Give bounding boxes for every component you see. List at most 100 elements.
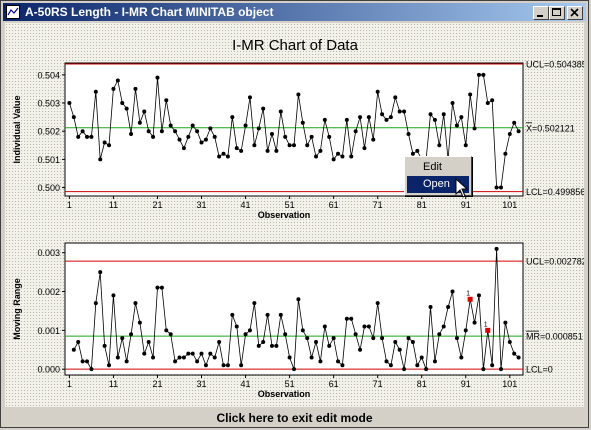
i-chart-data-point [507, 132, 512, 137]
i-chart-data-point [516, 129, 521, 134]
i-chart-y-axis-label: Individual Value [12, 95, 22, 163]
i-chart-data-point [137, 120, 142, 125]
i-chart-data-point [476, 72, 481, 77]
mr-chart-data-point [190, 351, 195, 356]
mr-chart-ucl-label: UCL=0.002782 [526, 257, 584, 267]
i-chart-data-point [402, 109, 407, 114]
mr-chart-lcl-label: LCL=0 [526, 365, 553, 375]
i-chart-data-point [195, 129, 200, 134]
mr-chart-data-point [93, 301, 98, 306]
i-chart-data-point [203, 137, 208, 142]
mr-chart-data-point [419, 355, 424, 360]
i-chart-data-point [380, 112, 385, 117]
chart-title: I-MR Chart of Data [232, 37, 359, 54]
mr-chart-x-tick-label: 71 [373, 379, 383, 389]
mr-chart-data-point [155, 285, 160, 290]
i-chart-x-tick-label: 21 [152, 200, 162, 210]
chart-area[interactable]: I-MR Chart of Data UCL=0.504385 X=0.502121… [5, 23, 584, 407]
i-chart-data-point [314, 154, 319, 159]
i-chart-data-point [349, 154, 354, 159]
mr-chart-data-point [181, 355, 186, 360]
mr-chart-data-point [380, 336, 385, 341]
i-chart-data-point [327, 134, 332, 139]
mr-chart-x-tick-label: 11 [109, 379, 118, 389]
i-chart-data-point [292, 143, 296, 148]
i-chart-data-point [120, 101, 125, 106]
i-chart-data-point [393, 95, 398, 100]
mr-chart-data-point [296, 297, 301, 302]
context-menu-open[interactable]: Open [407, 176, 469, 193]
maximize-button[interactable] [549, 6, 565, 20]
i-chart-data-point [239, 148, 244, 153]
i-chart-data-point [406, 132, 411, 137]
mr-chart-data-point [85, 359, 90, 364]
mr-chart-y-tick-label: 0.001 [37, 326, 60, 336]
mr-chart-y-axis-label: Moving Range [12, 278, 22, 340]
i-chart-data-point [142, 109, 147, 114]
close-button[interactable] [567, 6, 583, 20]
mr-chart-data-point [318, 359, 323, 364]
mr-chart-plot-frame [64, 242, 524, 376]
i-chart-y-tick-label: 0.501 [37, 155, 60, 165]
i-chart-center-label: X=0.502121 [526, 123, 575, 133]
i-chart-data-point [441, 112, 446, 117]
i-chart-data-point [133, 86, 138, 91]
i-chart-data-point [459, 115, 464, 120]
mr-chart-data-point [168, 332, 173, 337]
i-chart-data-point [261, 106, 266, 111]
mr-chart-data-point [186, 351, 191, 356]
mr-chart-data-point [107, 363, 112, 368]
i-chart-data-point [494, 185, 499, 190]
imr-chart-svg: I-MR Chart of Data UCL=0.504385 X=0.502121… [12, 37, 584, 399]
mr-chart-data-point [446, 305, 451, 310]
mr-chart-out-of-control-point [467, 296, 473, 302]
i-chart-data-point [243, 123, 248, 128]
i-chart-data-point [485, 101, 490, 106]
i-chart-data-point [159, 129, 164, 134]
i-chart-x-tick-label: 51 [285, 200, 295, 210]
mr-chart-data-point [309, 355, 314, 360]
i-chart-data-point [124, 106, 129, 111]
mr-chart-data-point [344, 316, 349, 321]
mr-chart-x-tick-label: 61 [329, 379, 339, 389]
mr-chart-x-tick-label: 31 [197, 379, 207, 389]
i-chart-data-point [362, 146, 367, 151]
mr-chart-data-point [221, 363, 226, 368]
mr-chart-data-point [234, 324, 239, 329]
i-chart-data-point [371, 137, 376, 142]
context-menu-edit[interactable]: Edit [423, 161, 442, 173]
mr-chart-data-point [476, 293, 481, 298]
minimize-button[interactable] [533, 6, 549, 20]
i-chart-data-point [305, 143, 310, 148]
i-chart-data-point [71, 115, 76, 120]
i-chart-data-point [199, 140, 204, 145]
mr-chart-data-point [340, 363, 345, 368]
minimize-icon [537, 15, 543, 17]
mr-chart-data-point [146, 340, 151, 344]
mr-chart-data-point [406, 336, 411, 341]
mr-chart-data-point [472, 320, 477, 325]
mr-chart-data-point [410, 340, 415, 344]
i-chart-data-point [234, 146, 239, 151]
i-chart-data-point [490, 98, 495, 103]
mr-chart-data-point [283, 332, 288, 337]
i-chart-data-point [318, 148, 323, 153]
i-chart-x-tick-label: 61 [329, 200, 339, 210]
i-chart-data-point [129, 132, 134, 137]
exit-edit-mode-bar[interactable]: Click here to exit edit mode [216, 411, 373, 425]
i-chart-data-point [247, 95, 252, 100]
title-bar[interactable]: A-50RS Length - I-MR Chart MINITAB objec… [3, 3, 586, 21]
i-chart-data-point [415, 148, 420, 153]
mr-chart-data-point [424, 367, 429, 372]
i-chart-data-point [353, 129, 358, 134]
mr-chart-data-point [164, 328, 169, 333]
i-chart-data-point [322, 117, 327, 122]
i-chart-data-point [115, 78, 120, 83]
mr-chart-test-failure-label: 1 [466, 290, 470, 297]
i-chart-data-point [344, 117, 349, 122]
mr-chart-data-point [498, 367, 503, 372]
mr-chart-data-point [415, 363, 420, 368]
i-chart-data-point [80, 129, 85, 134]
mr-chart-data-point [256, 343, 261, 348]
